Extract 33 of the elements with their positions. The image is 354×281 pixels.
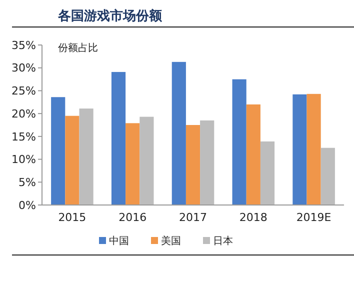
x-tick-label: 2018 [239, 211, 268, 224]
bar [200, 120, 214, 205]
bar [126, 123, 140, 205]
bar [111, 72, 126, 205]
y-tick-label: 15% [12, 130, 36, 144]
chart-title: 各国游戏市场份额 [57, 8, 163, 24]
bar [306, 94, 321, 205]
bar [186, 125, 200, 205]
x-tick-label: 2017 [179, 211, 207, 224]
x-tick-label: 2019E [296, 211, 332, 224]
bar [51, 97, 66, 205]
legend-label: 美国 [161, 235, 181, 247]
bar [232, 79, 246, 205]
bar [79, 108, 94, 205]
bar [292, 94, 307, 205]
bar [65, 116, 80, 205]
legend-label: 日本 [213, 235, 233, 247]
bar [260, 141, 275, 205]
y-tick-label: 10% [12, 153, 36, 166]
y-tick-label: 35% [12, 38, 36, 52]
y-tick-label: 0% [18, 198, 36, 212]
y-tick-label: 20% [12, 107, 36, 120]
bar [320, 148, 335, 205]
y-tick-label: 5% [18, 176, 36, 189]
x-tick-label: 2015 [58, 211, 86, 224]
x-tick-label: 2016 [118, 211, 147, 224]
bar [246, 104, 260, 205]
y-axis-title: 份额占比 [58, 42, 98, 54]
y-tick-label: 25% [12, 84, 36, 98]
bar [140, 116, 154, 205]
bar [172, 62, 186, 205]
y-tick-label: 30% [12, 62, 36, 75]
legend-label: 中国 [109, 235, 129, 247]
